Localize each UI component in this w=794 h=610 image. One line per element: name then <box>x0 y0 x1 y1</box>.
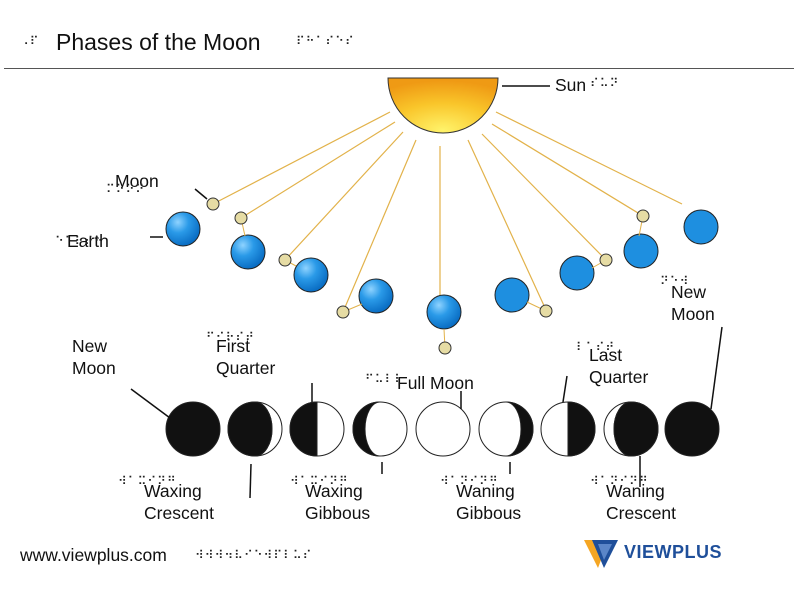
braille-title-prefix: ⠠⠏ <box>20 34 40 48</box>
orbit-moon-7 <box>599 253 613 267</box>
earth-7 <box>559 255 595 291</box>
label-last-quarter: Last Quarter <box>589 345 649 387</box>
sun-rays <box>212 111 683 318</box>
braille-waxing-crescent: ⠺⠁⠭⠊⠝⠛ <box>118 474 177 488</box>
phase-leaders <box>130 326 723 499</box>
label-waxing-gibbous: Waxing Gibbous <box>305 481 371 523</box>
phase-waxing-crescent <box>227 401 283 457</box>
phase-first-quarter <box>289 401 345 457</box>
label-earth: Earth <box>67 231 109 251</box>
braille-waning-crescent: ⠺⠁⠝⠊⠝⠛ <box>590 474 649 488</box>
earth-orbit-positions <box>165 209 719 330</box>
sun <box>387 77 499 134</box>
braille-title-suffix: ⠏⠓⠁⠎⠑⠎ <box>296 34 355 48</box>
label-first-quarter: First Quarter <box>216 336 276 378</box>
braille-earth: ⠑⠁⠗⠞⠓ <box>55 234 104 248</box>
phase-new-moon <box>165 401 221 457</box>
moon-orbit-positions <box>206 197 650 355</box>
label-new-moon-right: New Moon <box>671 282 715 324</box>
website-url[interactable]: www.viewplus.com <box>20 545 167 565</box>
label-new-moon-left: New Moon <box>72 336 116 378</box>
braille-sun: ⠎⠥⠝ <box>590 76 620 90</box>
earth-9 <box>683 209 719 245</box>
braille-first-quarter: ⠋⠊⠗⠎⠞ <box>206 330 255 344</box>
orbit-moon-4 <box>336 305 350 319</box>
orbit-moon-6 <box>539 304 553 318</box>
phase-last-quarter <box>540 401 596 457</box>
phase-waning-gibbous <box>478 401 534 457</box>
earth-3 <box>293 257 329 293</box>
moon-label-leader <box>194 188 208 200</box>
earth-1 <box>165 211 201 247</box>
orbit-moon-1 <box>206 197 220 211</box>
label-waxing-crescent: Waxing Crescent <box>144 481 215 523</box>
braille-waxing-gibbous: ⠺⠁⠭⠊⠝⠛ <box>290 474 349 488</box>
earth-2 <box>230 234 266 270</box>
orbit-moon-8 <box>636 209 650 223</box>
label-waning-crescent: Waning Crescent <box>606 481 677 523</box>
title-divider <box>4 68 794 69</box>
label-waning-gibbous: Waning Gibbous <box>456 481 522 523</box>
earth-5 <box>426 294 462 330</box>
label-moon: Moon <box>115 171 159 191</box>
phase-new-moon-2 <box>664 401 720 457</box>
orbit-moon-2 <box>234 211 248 225</box>
earth-4 <box>358 278 394 314</box>
earth-6 <box>494 277 530 313</box>
label-sun: Sun <box>555 75 587 95</box>
braille-moon: ⠍⠕⠕⠝ <box>106 182 146 196</box>
braille-waning-gibbous: ⠺⠁⠝⠊⠝⠛ <box>440 474 499 488</box>
viewplus-logo[interactable]: VIEWPLUS <box>582 534 742 574</box>
orbit-moon-3 <box>278 253 292 267</box>
earth-8 <box>623 233 659 269</box>
braille-last-quarter: ⠇⠁⠎⠞ <box>576 340 616 354</box>
label-full-moon: Full Moon <box>397 373 474 393</box>
braille-full-moon: ⠋⠥⠇⠇ <box>365 372 405 386</box>
viewplus-logo-text: VIEWPLUS <box>624 542 723 562</box>
braille-url: ⠺⠺⠺⠲⠧⠊⠑⠺⠏⠇⠥⠎ <box>195 548 313 562</box>
phase-row <box>165 401 720 457</box>
page-title: Phases of the Moon <box>56 29 261 55</box>
phase-waning-crescent <box>603 401 659 457</box>
phase-full-moon <box>415 401 471 457</box>
orbit-moon-5 <box>438 341 452 355</box>
phase-waxing-gibbous <box>352 401 408 457</box>
braille-new-moon-right: ⠝⠑⠺ <box>660 274 690 288</box>
viewplus-logo-icon <box>584 540 618 568</box>
